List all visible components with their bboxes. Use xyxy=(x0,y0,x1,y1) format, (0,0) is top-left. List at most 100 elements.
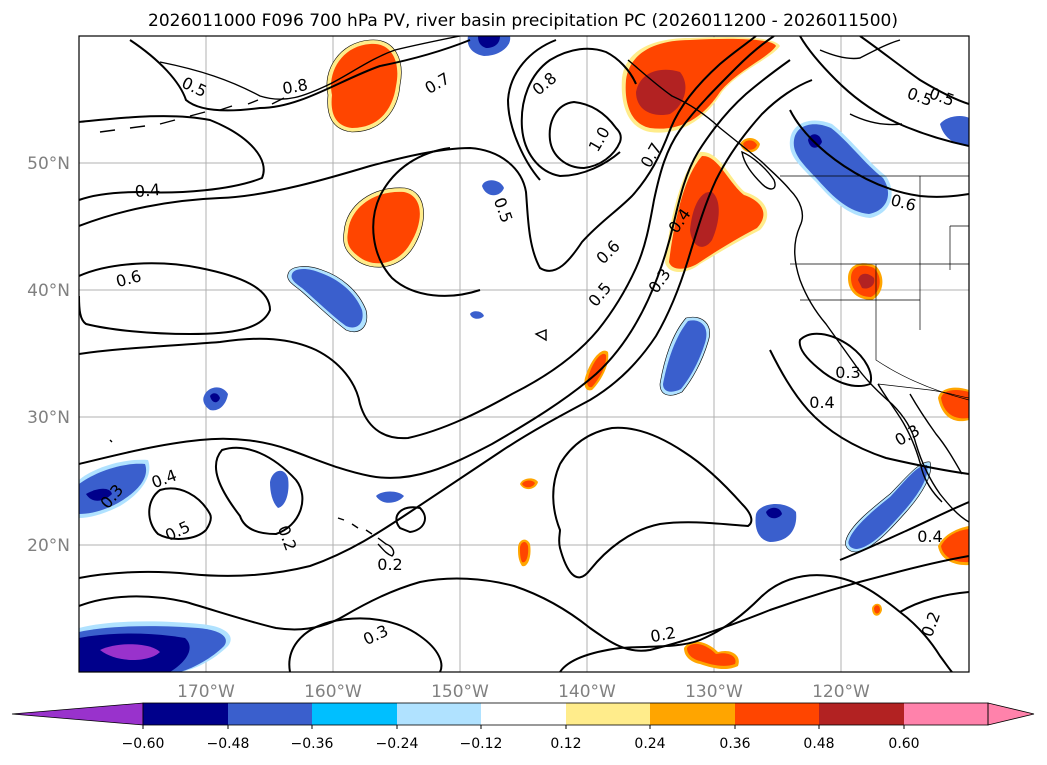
lat-label: 40°N xyxy=(27,281,70,301)
contour-label: 0.4 xyxy=(917,527,942,546)
colorbar-label: 0.36 xyxy=(719,736,750,752)
political-borders xyxy=(780,175,969,401)
pv-contour xyxy=(559,574,953,672)
outline xyxy=(845,461,932,553)
pv-contour xyxy=(798,332,872,387)
pv-contour xyxy=(899,591,969,613)
fill-positive-small xyxy=(687,643,736,666)
fill-negative-small xyxy=(210,393,220,403)
pv-contour xyxy=(395,506,426,534)
fill-negative-south-corner-min xyxy=(100,644,160,660)
fill-negative-far-east xyxy=(940,116,969,146)
pv-contour xyxy=(79,115,265,201)
coastline-alaska-peninsula xyxy=(159,36,461,100)
fill-positive-small xyxy=(743,140,757,150)
colorbar-segment xyxy=(228,703,313,725)
contour-label: 0.2 xyxy=(377,555,402,574)
colorbar-label: −0.48 xyxy=(207,736,250,752)
fill-positive-baja xyxy=(941,390,969,419)
lon-label: 160°W xyxy=(304,682,362,702)
fill-positive-bc-coast-core xyxy=(636,69,686,116)
coastline-baja xyxy=(877,383,963,503)
lat-label: 30°N xyxy=(27,408,70,428)
fill-negative-southwest-core xyxy=(86,488,112,501)
colorbar-label: 0.24 xyxy=(634,736,665,752)
fill-negative-east-central xyxy=(663,320,707,392)
colorbar-tick-labels: −0.60 −0.48 −0.36 −0.24 −0.12 0.12 0.24 … xyxy=(122,736,920,752)
pv-contour xyxy=(288,617,443,672)
lat-label: 20°N xyxy=(27,536,70,556)
contour-label: 0.4 xyxy=(809,393,834,412)
colorbar: −0.60 −0.48 −0.36 −0.24 −0.12 0.12 0.24 … xyxy=(11,702,1035,752)
colorbar-extend-max xyxy=(987,702,1035,726)
outline xyxy=(287,266,368,332)
coastline-hawaii xyxy=(337,517,395,557)
colorbar-segment xyxy=(481,703,566,725)
colorbar-label: −0.12 xyxy=(460,736,503,752)
pv-contour xyxy=(79,36,757,272)
map-frame xyxy=(78,35,970,673)
contour-label: 0.2 xyxy=(649,623,677,646)
fill-negative-southwest xyxy=(79,463,147,514)
colorbar-label: −0.60 xyxy=(122,736,165,752)
pv-contour xyxy=(548,100,622,170)
colorbar-label: 0.48 xyxy=(803,736,834,752)
colorbar-segment xyxy=(819,703,904,725)
map-title: 2026011000 F096 700 hPa PV, river basin … xyxy=(148,11,898,31)
colorbar-segment xyxy=(735,703,820,725)
fill-positive-california-core xyxy=(858,273,875,289)
coastline-aleutians xyxy=(99,97,285,133)
border-us-mexico xyxy=(877,383,969,399)
colorbar-label: −0.24 xyxy=(376,736,419,752)
fill-negative-small xyxy=(376,491,404,503)
fill-negative-mexico-coast xyxy=(848,464,928,549)
fill-negative-central-west xyxy=(291,268,363,328)
fill-negative-small xyxy=(482,180,504,196)
fill-positive-central-north xyxy=(347,191,420,264)
pv-contour xyxy=(79,59,791,479)
pv-contour xyxy=(769,349,969,475)
pv-contour xyxy=(552,426,753,579)
lat-label: 50°N xyxy=(27,154,70,174)
colorbar-segment xyxy=(143,703,228,725)
colorbar-label: −0.36 xyxy=(291,736,334,752)
fill-positive-small xyxy=(520,541,529,563)
lon-label: 120°W xyxy=(812,682,870,702)
pv-contour xyxy=(79,36,775,440)
precip-fill-regions xyxy=(79,36,969,672)
contour-label: 0.3 xyxy=(835,363,860,382)
lon-label: 150°W xyxy=(431,682,489,702)
pv-contour xyxy=(79,79,813,579)
colorbar-label: 0.12 xyxy=(550,736,581,752)
colorbar-segment xyxy=(650,703,735,725)
longitude-labels: 170°W 160°W 150°W 140°W 130°W 120°W xyxy=(177,682,870,702)
colorbar-segment xyxy=(904,703,989,725)
coastlines xyxy=(99,36,969,557)
lon-label: 170°W xyxy=(177,682,235,702)
outline xyxy=(343,187,424,268)
coastline-islands xyxy=(109,328,547,443)
pv-contour xyxy=(839,501,969,561)
colorbar-ticks xyxy=(142,725,905,729)
fill-negative-small xyxy=(478,36,500,48)
border-us-states xyxy=(790,176,969,401)
latitude-labels: 50°N 40°N 30°N 20°N xyxy=(27,154,70,556)
lon-label: 140°W xyxy=(558,682,616,702)
fill-positive-small xyxy=(522,480,535,488)
colorbar-label: 0.60 xyxy=(888,736,919,752)
contour-label: 0.8 xyxy=(281,75,309,98)
pv-contour xyxy=(79,262,272,336)
fill-negative-small xyxy=(755,503,797,542)
pv-contour xyxy=(372,147,481,297)
pv-contour xyxy=(799,36,969,147)
fill-negative-small xyxy=(270,470,289,508)
coastline-north-america xyxy=(627,59,969,523)
fill-positive-small xyxy=(587,353,607,388)
fill-positive-small xyxy=(874,605,880,614)
outline xyxy=(659,316,710,396)
coastline-northeast xyxy=(819,39,903,126)
lon-label: 130°W xyxy=(685,682,743,702)
fill-positive-mexico xyxy=(941,529,969,563)
colorbar-segment xyxy=(566,703,651,725)
